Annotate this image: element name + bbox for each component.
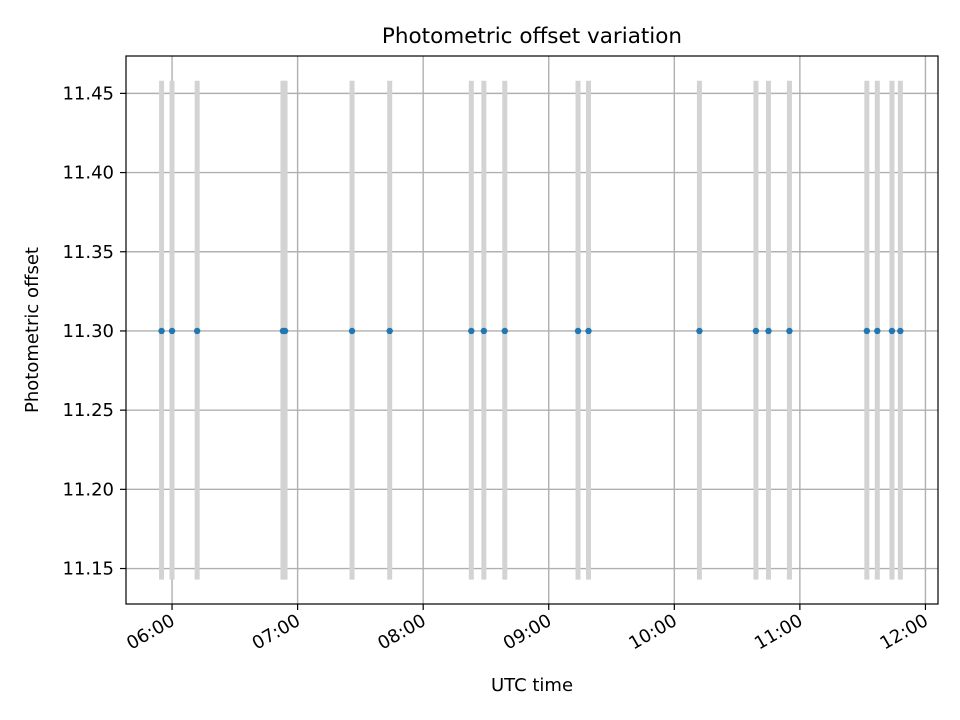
data-point: [158, 327, 165, 335]
y-axis-label: Photometric offset: [22, 247, 43, 413]
data-point: [574, 327, 582, 335]
data-points: [158, 327, 904, 335]
data-point: [468, 327, 475, 335]
data-point: [888, 327, 896, 335]
data-point: [765, 327, 772, 335]
data-point: [863, 327, 871, 335]
data-point: [585, 327, 592, 335]
data-point: [696, 327, 703, 335]
data-point: [874, 327, 881, 335]
y-tick-label: 11.25: [62, 400, 114, 421]
x-axis-label: UTC time: [491, 675, 573, 696]
y-tick-label: 11.20: [62, 479, 114, 500]
plot-frame: [125, 55, 939, 605]
y-tick-label: 11.15: [62, 559, 114, 580]
data-point: [168, 327, 176, 335]
y-tick-label: 11.40: [62, 163, 114, 184]
plot-area: [126, 56, 938, 604]
y-tick-label: 11.45: [62, 83, 114, 104]
data-point: [786, 327, 793, 335]
data-point: [348, 327, 356, 335]
data-point: [193, 327, 201, 335]
y-tick-label: 11.35: [62, 242, 114, 263]
data-point: [501, 327, 508, 335]
y-tick-label: 11.30: [62, 321, 114, 342]
data-point: [752, 327, 760, 335]
chart-title: Photometric offset variation: [382, 24, 682, 49]
data-point: [386, 327, 393, 335]
data-point: [281, 327, 289, 335]
data-point: [897, 327, 904, 335]
data-point: [480, 327, 488, 335]
